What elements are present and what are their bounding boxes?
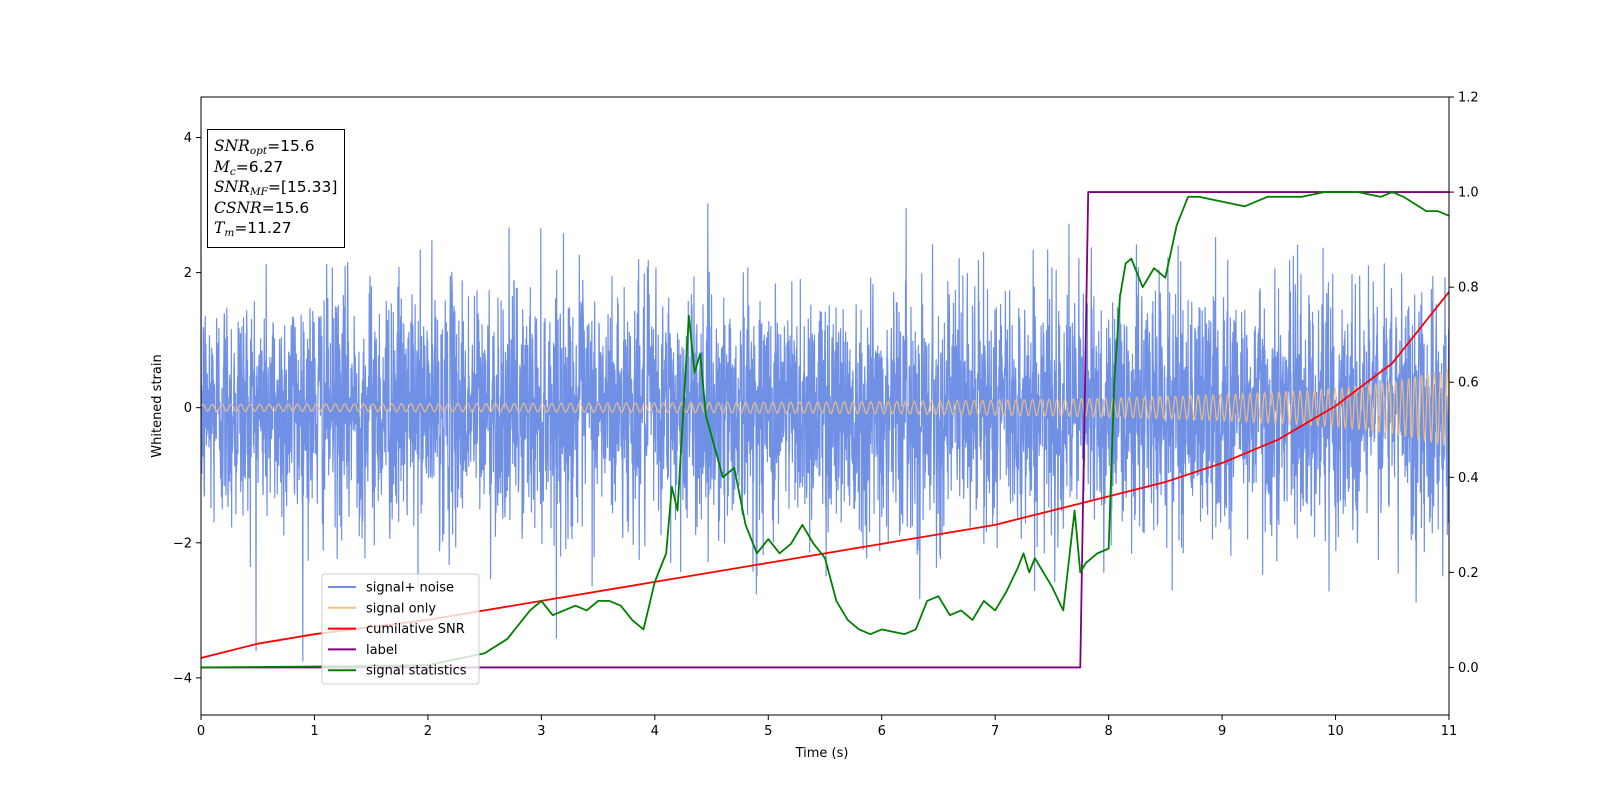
legend-label: cumilative SNR [366, 622, 465, 637]
x-tick-label: 2 [424, 724, 432, 739]
x-tick-label: 7 [991, 724, 999, 739]
y2-tick-label: 0.6 [1458, 376, 1479, 391]
y-tick-label: 2 [184, 266, 192, 281]
x-tick-label: 10 [1327, 724, 1344, 739]
y2-tick-label: 0.8 [1458, 281, 1479, 296]
legend-label: signal statistics [366, 664, 467, 679]
y-tick-label: −4 [173, 671, 192, 686]
axes-layer: 0 1 2 3 4 5 6 7 8 9 10 11 −4 −2 0 2 4 0.0 0.2 0.4 0.6 0.8 1.0 1… [173, 91, 1479, 740]
x-tick-label: 0 [197, 724, 205, 739]
legend: signal+ noise signal only cumilative SNR la… [321, 573, 480, 685]
info-snr-opt: SNRopt=15.6 [214, 137, 315, 157]
plot-frame [200, 96, 1450, 716]
x-tick-label: 8 [1104, 724, 1112, 739]
y2-tick-label: 0.2 [1458, 566, 1479, 581]
info-csnr: CSNR=15.6 [214, 198, 310, 217]
legend-label: label [366, 643, 397, 658]
x-tick-label: 11 [1441, 724, 1458, 739]
x-tick-label: 5 [764, 724, 772, 739]
y-tick-label: −2 [173, 536, 192, 551]
legend-label: signal only [366, 601, 436, 616]
y2-tick-label: 0.0 [1458, 661, 1479, 676]
y2-tick-label: 0.4 [1458, 471, 1479, 486]
x-axis-label: Time (s) [795, 746, 849, 761]
x-tick-label: 9 [1218, 724, 1226, 739]
info-box: SNRopt=15.6 Mc=6.27 SNRMF=[15.33] CSNR=1… [207, 129, 345, 248]
legend-box [321, 573, 480, 685]
series-label [201, 191, 1449, 669]
x-tick-label: 4 [651, 724, 659, 739]
y-axis-label: Whitened strain [150, 354, 165, 457]
info-tm: Tm=11.27 [214, 219, 292, 239]
x-tick-label: 6 [878, 724, 886, 739]
x-tick-label: 1 [310, 724, 318, 739]
info-snr-mf: SNRMF=[15.33] [214, 178, 338, 198]
legend-label: signal+ noise [366, 581, 454, 596]
y2-tick-label: 1.0 [1458, 186, 1479, 201]
y-tick-label: 0 [184, 401, 192, 416]
series-signal-only [201, 367, 1449, 446]
series-signal-statistics [201, 191, 1449, 669]
x-tick-label: 3 [537, 724, 545, 739]
y-tick-label: 4 [184, 131, 192, 146]
y2-tick-label: 1.2 [1458, 91, 1479, 106]
info-chirp-mass: Mc=6.27 [214, 157, 284, 178]
